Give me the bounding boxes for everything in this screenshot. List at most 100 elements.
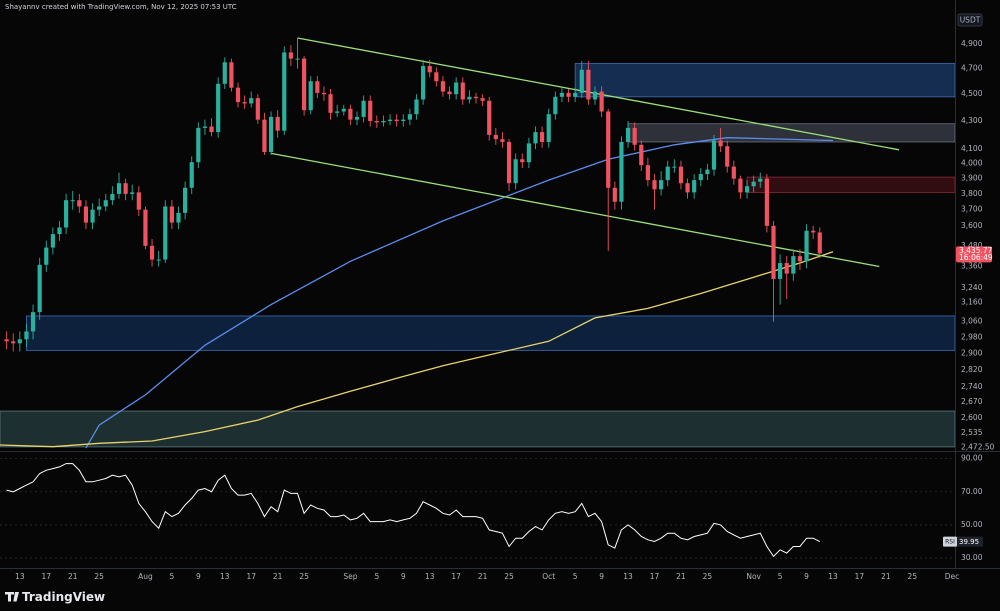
candle-body	[163, 206, 168, 260]
candle-body	[196, 127, 201, 163]
candle-body	[315, 81, 320, 93]
candle-body	[116, 183, 122, 194]
rsi-tick-label: 30.00	[961, 553, 983, 562]
candle-body	[189, 162, 194, 188]
y-tick-label: 4,700	[961, 64, 983, 73]
logo: TradingView	[5, 590, 105, 604]
candle-body	[136, 192, 141, 210]
candle-body	[216, 83, 221, 133]
candle-body	[764, 178, 769, 226]
candle-body	[354, 116, 360, 120]
candle-body	[784, 263, 789, 274]
candle-body	[414, 99, 419, 115]
candle-body	[493, 134, 498, 140]
rsi-name: RSI	[945, 539, 955, 546]
candle-body	[24, 331, 29, 340]
y-tick-label: 2,980	[961, 332, 983, 341]
last-price-label: 3,435.77	[959, 246, 993, 255]
x-tick-label: 5	[169, 572, 174, 581]
y-tick-label: 4,900	[961, 39, 983, 48]
candle-body	[169, 206, 174, 223]
y-tick-label: 3,480	[961, 241, 983, 250]
candle-body	[480, 98, 485, 101]
candle-body	[473, 96, 479, 99]
logo-text: TradingView	[22, 590, 105, 604]
candle-body	[639, 144, 644, 166]
candle-body	[242, 102, 247, 104]
candle-body	[804, 230, 809, 262]
candle-body	[619, 141, 624, 202]
candle-body	[579, 69, 584, 93]
rsi-tick-label: 70.00	[961, 487, 983, 496]
x-tick-label: 13	[623, 572, 633, 581]
candle-body	[123, 183, 128, 194]
rsi-line	[6, 463, 821, 558]
candle-body	[632, 127, 637, 145]
candle-body	[533, 132, 538, 144]
candle-body	[268, 116, 274, 152]
candle-body	[255, 98, 260, 120]
rsi-value-badge	[957, 536, 983, 547]
x-tick-label: 17	[42, 572, 52, 581]
candle-body	[83, 206, 89, 223]
candle-body	[222, 62, 227, 84]
x-tick-label: 25	[94, 572, 104, 581]
candle-body	[771, 225, 776, 279]
candle-body	[77, 200, 82, 207]
candle-body	[778, 263, 783, 279]
moving-average	[85, 137, 834, 449]
candle-body	[652, 180, 657, 190]
candle-body	[110, 193, 115, 201]
x-tick-label: 9	[804, 572, 809, 581]
candle-body	[149, 245, 155, 260]
y-tick-label: 3,800	[961, 189, 983, 198]
y-tick-label: 3,360	[961, 262, 983, 271]
candle-body	[374, 121, 379, 123]
candle-body	[348, 108, 353, 120]
y-tick-label: 2,820	[961, 365, 983, 374]
candle-body	[440, 81, 446, 92]
y-tick-label: 2,472.50	[961, 442, 995, 451]
x-tick-label: 9	[599, 572, 604, 581]
candle-body	[308, 81, 313, 111]
zone	[746, 176, 956, 193]
x-tick-label: 25	[908, 572, 918, 581]
x-tick-label: 17	[650, 572, 660, 581]
logo-icon	[5, 592, 19, 602]
candle-body	[381, 121, 386, 123]
y-tick-label: 4,300	[961, 116, 983, 125]
x-tick-label: 13	[15, 572, 25, 581]
candle-body	[229, 62, 234, 88]
candle-body	[460, 82, 465, 100]
rsi-name-box	[943, 536, 957, 547]
x-tick-label: 17	[855, 572, 865, 581]
x-tick-label: 21	[881, 572, 891, 581]
candle-body	[202, 126, 208, 128]
rsi-value-label: 39.95	[959, 538, 979, 546]
candle-body	[176, 212, 181, 223]
candle-body	[705, 169, 710, 175]
x-tick-label: 25	[299, 572, 309, 581]
candle-body	[500, 139, 505, 142]
candle-body	[711, 140, 717, 170]
candle-body	[4, 339, 9, 342]
trendline	[297, 37, 900, 151]
candle-body	[50, 234, 55, 248]
candle-body	[698, 174, 703, 181]
candle-body	[97, 206, 102, 210]
candle-body	[553, 96, 558, 115]
candle-body	[57, 227, 62, 235]
x-tick-label: 9	[196, 572, 201, 581]
y-tick-label: 3,160	[961, 298, 983, 307]
candle-body	[751, 181, 756, 187]
candle-body	[731, 166, 736, 179]
candle-body	[744, 186, 750, 193]
candle-body	[156, 259, 161, 261]
x-tick-label: 17	[451, 572, 461, 581]
candle-body	[665, 166, 670, 181]
candle-body	[44, 247, 49, 265]
candle-body	[361, 100, 366, 117]
candle-body	[407, 114, 412, 120]
